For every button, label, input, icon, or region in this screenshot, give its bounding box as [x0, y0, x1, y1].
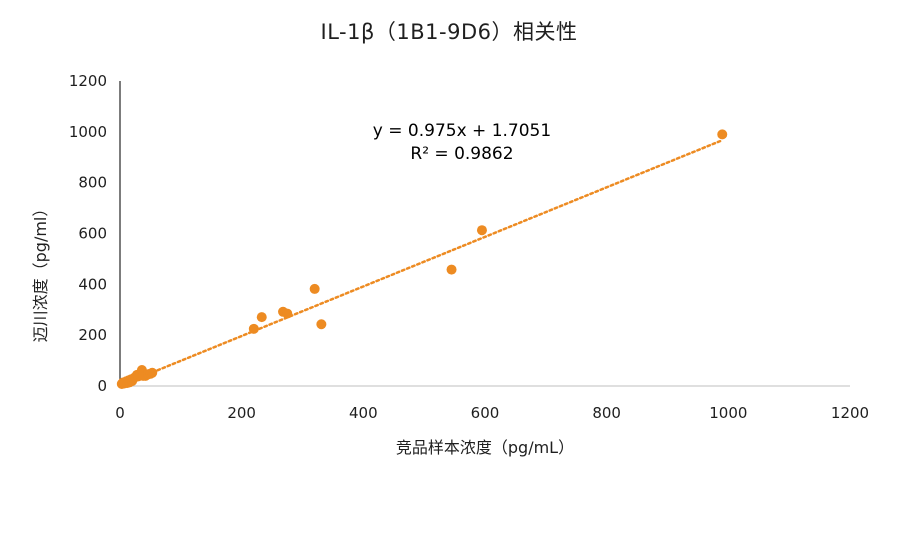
x-tick-label: 1200: [831, 404, 869, 422]
trendline-equation: y = 0.975x + 1.7051: [373, 121, 551, 141]
data-point: [309, 283, 320, 294]
chart-title: IL-1β（1B1-9D6）相关性: [320, 20, 578, 44]
x-tick-label: 800: [592, 404, 621, 422]
x-tick-label: 400: [349, 404, 378, 422]
data-point: [147, 367, 158, 378]
x-tick-label: 0: [115, 404, 125, 422]
y-tick-label: 0: [97, 377, 107, 395]
y-tick-label: 600: [78, 225, 107, 243]
y-tick-label: 1000: [69, 123, 107, 141]
y-tick-label: 200: [78, 326, 107, 344]
y-tick-label: 400: [78, 275, 107, 293]
x-tick-label: 200: [227, 404, 256, 422]
y-axis-title: 迈川浓度（pg/ml）: [31, 201, 50, 343]
data-point: [476, 225, 487, 236]
data-point: [256, 312, 267, 323]
x-tick-label: 600: [471, 404, 500, 422]
trendline-r-squared: R² = 0.9862: [410, 144, 513, 164]
data-point: [717, 129, 728, 140]
data-point: [248, 323, 259, 334]
trendline: [120, 138, 724, 387]
y-tick-label: 1200: [69, 72, 107, 90]
data-point: [446, 264, 457, 275]
x-axis-title: 竞品样本浓度（pg/mL）: [396, 438, 574, 457]
x-tick-label: 1000: [709, 404, 747, 422]
y-tick-label: 800: [78, 174, 107, 192]
data-point: [282, 308, 293, 319]
data-point: [316, 319, 327, 330]
